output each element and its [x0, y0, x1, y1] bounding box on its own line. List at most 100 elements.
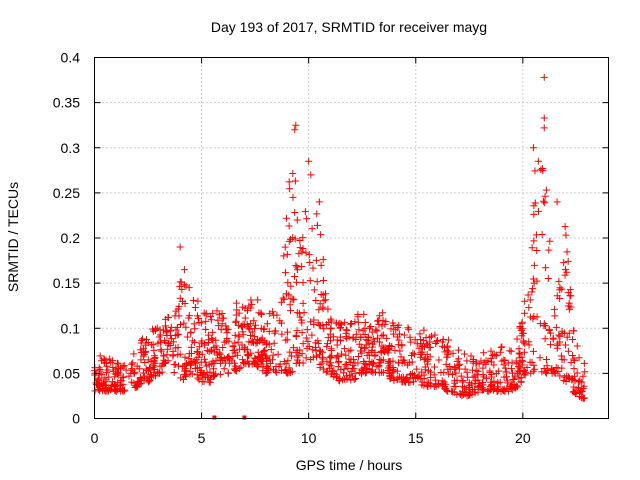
data-point — [207, 313, 215, 321]
data-point — [526, 296, 534, 304]
data-point — [570, 327, 578, 335]
data-point — [500, 361, 508, 369]
data-point — [379, 347, 387, 355]
data-point — [545, 326, 553, 334]
data-point — [451, 365, 459, 373]
data-point — [313, 221, 321, 229]
data-point — [335, 358, 343, 366]
data-point — [359, 327, 367, 335]
data-point — [305, 343, 313, 351]
data-point — [507, 347, 515, 355]
data-point — [544, 274, 552, 282]
data-point — [416, 330, 424, 338]
zero-marker — [242, 415, 247, 420]
data-point — [150, 352, 158, 360]
data-point — [337, 366, 345, 374]
data-point — [362, 360, 370, 368]
data-point — [263, 357, 271, 365]
data-point — [207, 316, 215, 324]
data-point — [216, 350, 224, 358]
data-point — [490, 386, 498, 394]
data-point — [196, 364, 204, 372]
data-point — [336, 324, 344, 332]
data-point — [497, 343, 505, 351]
data-point — [518, 325, 526, 333]
data-point — [368, 360, 376, 368]
data-point — [248, 360, 256, 368]
data-point — [551, 312, 559, 320]
data-point — [549, 334, 557, 342]
data-point — [455, 362, 463, 370]
data-point — [475, 382, 483, 390]
data-point — [488, 382, 496, 390]
data-point — [317, 290, 325, 298]
data-point — [488, 358, 496, 366]
data-point — [285, 178, 293, 186]
data-point — [568, 351, 576, 359]
data-point — [185, 284, 193, 292]
data-point — [323, 357, 331, 365]
data-point — [182, 282, 190, 290]
data-point — [542, 264, 550, 272]
x-tick-label: 20 — [515, 430, 531, 446]
data-point — [137, 356, 145, 364]
data-point — [352, 330, 360, 338]
data-point — [540, 114, 548, 122]
data-point — [322, 296, 330, 304]
data-point — [521, 340, 529, 348]
data-point — [489, 351, 497, 359]
data-point — [536, 354, 544, 362]
data-point — [540, 197, 548, 205]
data-point — [561, 266, 569, 274]
data-point — [320, 325, 328, 333]
data-point — [198, 350, 206, 358]
data-point — [218, 357, 226, 365]
data-point — [426, 379, 434, 387]
data-point — [132, 382, 140, 390]
x-tick-label: 15 — [408, 430, 424, 446]
data-point — [292, 331, 300, 339]
data-point — [438, 342, 446, 350]
data-point — [204, 331, 212, 339]
data-point — [327, 317, 335, 325]
data-point — [295, 250, 303, 258]
data-point — [317, 261, 325, 269]
data-point — [545, 246, 553, 254]
data-point — [145, 364, 153, 372]
x-tick-label: 10 — [301, 430, 317, 446]
data-point — [531, 365, 539, 373]
data-point — [166, 327, 174, 335]
data-point — [480, 359, 488, 367]
data-point — [189, 296, 197, 304]
data-point — [232, 317, 240, 325]
data-point — [465, 379, 473, 387]
data-point — [139, 335, 147, 343]
data-point — [373, 327, 381, 335]
data-point — [248, 337, 256, 345]
x-tick-label: 5 — [198, 430, 206, 446]
data-point — [394, 375, 402, 383]
data-point — [513, 360, 521, 368]
data-point — [202, 317, 210, 325]
data-point — [237, 363, 245, 371]
data-point — [457, 372, 465, 380]
data-point — [223, 354, 231, 362]
data-point — [245, 352, 253, 360]
data-point — [418, 351, 426, 359]
data-point — [369, 359, 377, 367]
data-point — [565, 374, 573, 382]
data-point — [579, 372, 587, 380]
data-point — [541, 335, 549, 343]
data-point — [517, 378, 525, 386]
data-point — [146, 371, 154, 379]
data-point — [396, 330, 404, 338]
data-point — [415, 344, 423, 352]
data-point — [247, 331, 255, 339]
data-point — [517, 326, 525, 334]
data-point — [356, 347, 364, 355]
data-point — [92, 379, 100, 387]
data-point — [384, 359, 392, 367]
data-point — [209, 336, 217, 344]
data-point — [238, 341, 246, 349]
data-point — [529, 285, 537, 293]
